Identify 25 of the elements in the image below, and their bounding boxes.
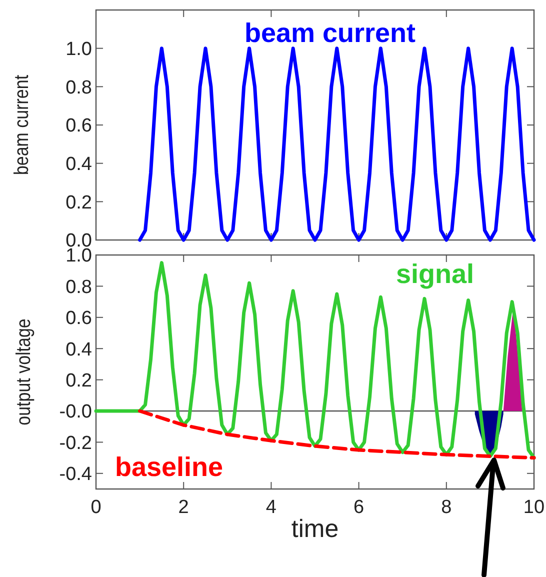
y-tick-label: 0.2 [66,370,92,392]
series-label: baseline [115,452,224,482]
x-tick-label: 0 [90,497,102,518]
y-tick-label: 0.8 [66,276,92,298]
y-tick-label: -0.0 [59,402,92,423]
y-tick-label: -0.2 [59,432,92,454]
series-label: beam current [244,18,416,48]
y-tick-label: 0.6 [66,116,92,137]
x-tick-label: 8 [441,497,452,518]
x-tick-label: 6 [354,497,364,518]
y-tick-label: 0.2 [66,192,92,214]
x-tick-label: 2 [178,497,189,518]
y-tick-label: 0.6 [66,308,92,330]
y-tick-label: 0.4 [66,339,92,360]
y-tick-label: -0.4 [59,464,92,486]
x-tick-label: 4 [266,497,277,518]
y-axis-title: beam current [10,74,32,176]
y-axis-title: output voltage [12,318,34,426]
series-label: signal [396,259,474,289]
y-tick-label: 0.4 [66,154,92,175]
x-axis-title: time [291,515,339,543]
y-tick-label: 1.0 [66,38,92,60]
x-tick-label: 10 [523,497,545,518]
line-series [138,46,536,242]
y-tick-label: 0.8 [66,77,92,98]
